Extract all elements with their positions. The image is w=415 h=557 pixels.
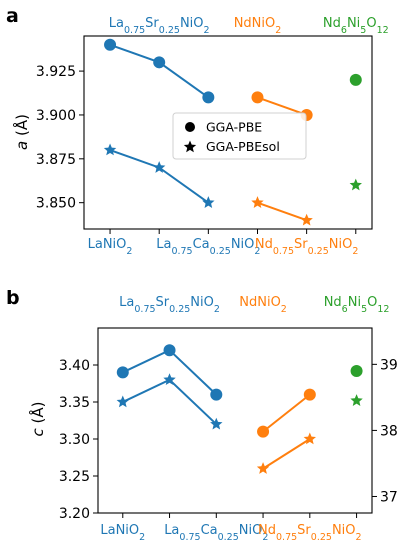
top-compound-label: Nd6​Ni5​O12​ xyxy=(324,295,390,315)
panel-a-top-labels: La0.75​Sr0.25​NiO2​ NdNiO2​ Nd6​Ni5​O12​ xyxy=(109,16,389,36)
series-line-blue-circle xyxy=(122,349,217,396)
panel-a-marks xyxy=(103,38,362,226)
panel-b-bottom-labels: LaNiO2​ La0.75​Ca0.25​NiO2​Nd0.75​Sr0.25​… xyxy=(100,523,361,543)
data-point-blue-circle xyxy=(116,366,129,379)
data-point-blue-circle xyxy=(104,38,117,51)
top-compound-label: Nd6​Ni5​O12​ xyxy=(323,16,389,36)
y-tick-label: 3.20 xyxy=(59,506,90,522)
panel-a-ylabel-symbol: a xyxy=(13,141,31,150)
y-tick-label: 3.925 xyxy=(36,64,76,80)
legend-circle-marker xyxy=(185,122,195,132)
y-tick-label: 3.30 xyxy=(59,432,90,448)
y-tick-label: 3.850 xyxy=(36,196,76,212)
bottom-compound-label: Nd0.75​Sr0.25​NiO2​ xyxy=(258,523,362,543)
panel-b-ylabel-symbol: c xyxy=(29,427,47,436)
data-point-orange-circle xyxy=(251,91,264,104)
top-compound-label: La0.75​Sr0.25​NiO2​ xyxy=(119,295,220,315)
data-point-blue-circle xyxy=(153,56,166,69)
panel-b: b La0.75​Sr0.25​NiO2​ NdNiO2​ Nd6​Ni5​O12​… xyxy=(6,287,398,543)
y-tick-label: 3.900 xyxy=(36,108,76,124)
data-point-orange-star xyxy=(251,196,264,208)
panel-b-y-axis-label: c (Å) xyxy=(28,402,47,437)
data-point-blue-circle xyxy=(163,344,176,357)
legend-box xyxy=(172,112,307,160)
data-point-blue-circle xyxy=(210,388,223,401)
right-y-tick-label: 39 xyxy=(380,357,398,373)
panel-a-ylabel-unit: (Å) xyxy=(12,114,31,141)
panel-a-bottom-labels: LaNiO2​ La0.75​Ca0.25​NiO2​Nd0.75​Sr0.25​… xyxy=(88,237,359,257)
bottom-compound-label: LaNiO2​ xyxy=(100,523,145,543)
data-point-blue-star xyxy=(210,417,223,430)
panel-b-letter: b xyxy=(6,287,20,309)
data-point-blue-circle xyxy=(202,91,215,104)
panel-b-y-ticks: 3.20 3.25 3.30 3.35 3.40 xyxy=(59,358,98,522)
panel-b-right-y-ticks: 37 38 39 xyxy=(372,357,398,505)
data-point-blue-star xyxy=(153,161,166,173)
series-line-orange-star xyxy=(257,201,307,222)
legend: GGA-PBE GGA-PBEsol xyxy=(172,112,307,160)
panel-b-top-labels: La0.75​Sr0.25​NiO2​ NdNiO2​ Nd6​Ni5​O12​ xyxy=(119,295,389,315)
legend-star-marker xyxy=(183,140,197,153)
data-point-green-circle xyxy=(350,364,363,377)
series-line-orange-circle xyxy=(257,96,307,116)
series-line-blue-star xyxy=(122,378,217,425)
data-point-blue-star xyxy=(116,395,129,408)
series-line-orange-star xyxy=(262,438,311,470)
data-point-green-star xyxy=(350,394,363,406)
right-y-tick-label: 37 xyxy=(380,489,398,505)
series-line-orange-circle xyxy=(262,393,311,433)
data-point-orange-star xyxy=(300,213,313,226)
data-point-orange-circle xyxy=(257,425,270,438)
top-compound-label: La0.75​Sr0.25​NiO2​ xyxy=(109,16,210,36)
panel-a-x-ticks xyxy=(109,229,357,234)
panel-b-x-ticks xyxy=(122,513,358,518)
panel-a-letter: a xyxy=(6,5,19,27)
bottom-compound-label: La0.75​Ca0.25​NiO2​ xyxy=(156,237,260,257)
bottom-compound-label: LaNiO2​ xyxy=(88,237,133,257)
data-point-orange-star xyxy=(303,432,316,445)
bottom-compound-label: Nd0.75​Sr0.25​NiO2​ xyxy=(255,237,359,257)
panel-b-plot-frame xyxy=(97,327,373,514)
panel-a: a La0.75​Sr0.25​NiO2​ NdNiO2​ Nd6​Ni5​O12​… xyxy=(6,5,389,257)
top-compound-label: NdNiO2​ xyxy=(239,295,287,315)
data-point-green-circle xyxy=(349,73,362,86)
right-y-tick-label: 38 xyxy=(380,423,398,439)
data-point-blue-star xyxy=(103,143,117,156)
data-point-green-star xyxy=(349,178,362,191)
y-tick-label: 3.875 xyxy=(36,152,76,168)
y-tick-label: 3.35 xyxy=(59,395,90,411)
data-point-blue-star xyxy=(202,196,215,208)
y-tick-label: 3.40 xyxy=(59,358,90,374)
panel-a-y-ticks: 3.850 3.875 3.900 3.925 xyxy=(36,64,84,212)
legend-label-pbesol: GGA-PBEsol xyxy=(206,139,280,154)
panel-b-marks xyxy=(116,344,363,474)
y-tick-label: 3.25 xyxy=(59,469,90,485)
legend-label-pbe: GGA-PBE xyxy=(206,120,262,135)
data-point-orange-circle xyxy=(303,388,316,401)
top-compound-label: NdNiO2​ xyxy=(234,16,282,36)
panel-b-ylabel-unit: (Å) xyxy=(28,402,47,429)
series-line-blue-circle xyxy=(109,43,209,99)
data-point-blue-star xyxy=(163,373,176,386)
data-point-orange-star xyxy=(256,462,270,474)
panel-a-y-axis-label: a (Å) xyxy=(12,114,31,150)
panel-a-plot-frame xyxy=(83,35,373,230)
bottom-compound-label: La0.75​Ca0.25​NiO2​ xyxy=(164,523,268,543)
